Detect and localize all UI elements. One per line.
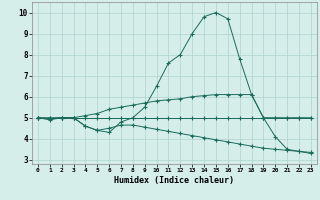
- X-axis label: Humidex (Indice chaleur): Humidex (Indice chaleur): [115, 176, 234, 185]
